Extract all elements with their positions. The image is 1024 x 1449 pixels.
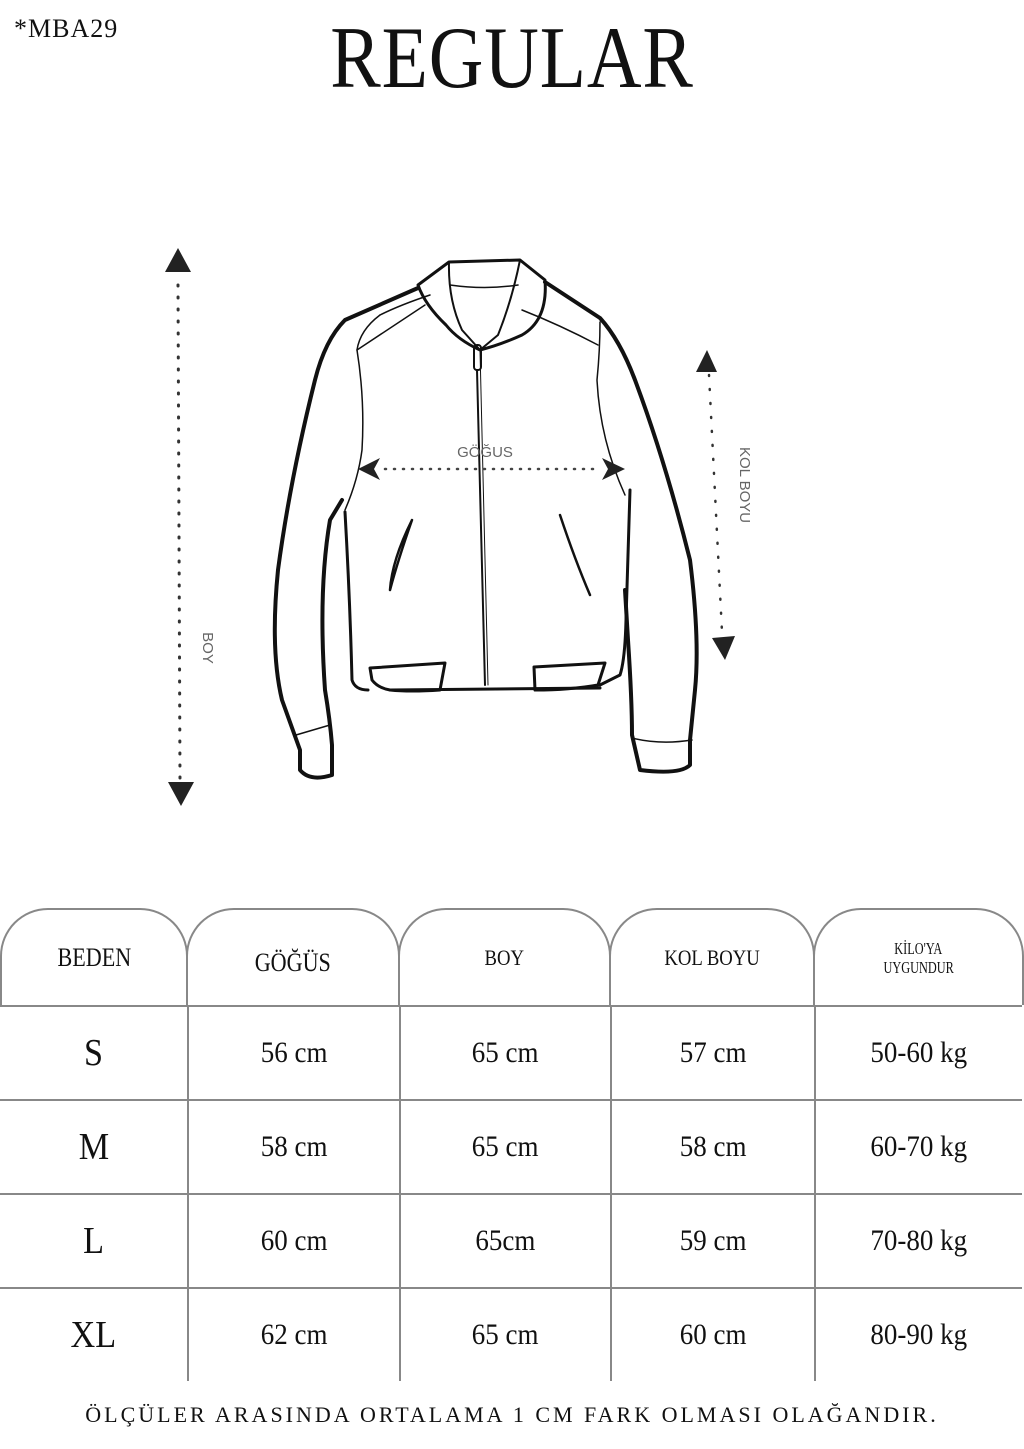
sleeve-arrow-icon [696, 350, 735, 660]
jacket-outline-icon [272, 258, 699, 780]
sleeve-dotted-line [707, 373, 724, 634]
table-row: XL 62 cm 65 cm 60 cm 80-90 kg [0, 1289, 1022, 1381]
length-dotted-line [176, 283, 182, 782]
table-row: M 58 cm 65 cm 58 cm 60-70 kg [0, 1101, 1022, 1195]
header-gogus: GÖĞÜS [186, 908, 400, 1005]
chest-label: GÖĞUS [457, 443, 513, 461]
header-kilo: KİLO'YA UYGUNDUR [813, 908, 1024, 1005]
length-label: BOY [199, 632, 216, 664]
size-rows: S 56 cm 65 cm 57 cm 50-60 kg M 58 cm 65 … [0, 1005, 1022, 1381]
jacket-diagram: GÖĞUS BOY KOL BOYU [165, 248, 753, 806]
header-beden: BEDEN [0, 908, 188, 1005]
chest-arrow-icon [358, 458, 625, 480]
header-boy: BOY [398, 908, 611, 1005]
length-arrow-icon [165, 248, 194, 806]
product-code: *MBA29 [14, 14, 119, 43]
table-row: L 60 cm 65cm 59 cm 70-80 kg [0, 1195, 1022, 1289]
header-kol-boyu: KOL BOYU [609, 908, 815, 1005]
fit-title: REGULAR [330, 10, 694, 107]
measurement-note: ÖLÇÜLER ARASINDA ORTALAMA 1 CM FARK OLMA… [85, 1402, 939, 1427]
sleeve-label: KOL BOYU [736, 447, 753, 523]
table-row: S 56 cm 65 cm 57 cm 50-60 kg [0, 1007, 1022, 1101]
